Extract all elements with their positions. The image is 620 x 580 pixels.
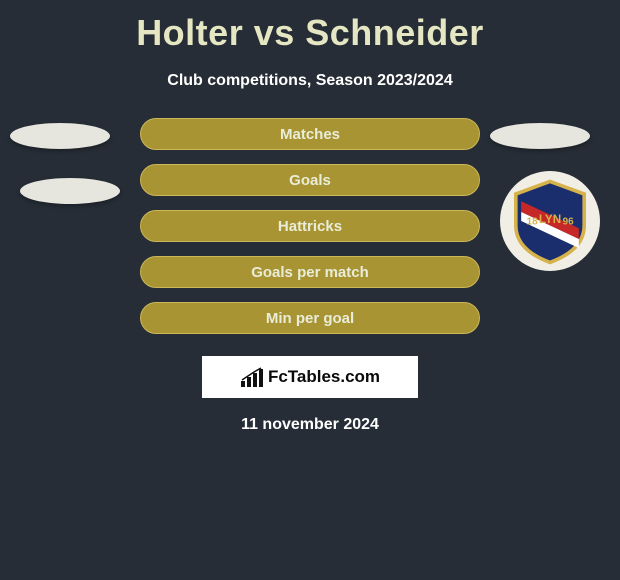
left-stat-ellipse-1 [10, 123, 110, 149]
stat-bar-hattricks: Hattricks [140, 210, 480, 242]
stat-bar-min-per-goal: Min per goal [140, 302, 480, 334]
stat-bar-label: Matches [280, 126, 340, 143]
subtitle: Club competitions, Season 2023/2024 [0, 72, 620, 90]
stat-bar-label: Goals [289, 172, 331, 189]
fctables-brand-text: FcTables.com [268, 367, 380, 387]
stat-bar-goals: Goals [140, 164, 480, 196]
left-stat-ellipse-2 [20, 178, 120, 204]
stat-bar-label: Goals per match [251, 264, 369, 281]
stat-bar-matches: Matches [140, 118, 480, 150]
club-badge-svg: 18 96 LYN [505, 176, 595, 266]
shield-right-text: 96 [563, 217, 574, 228]
right-stat-ellipse-1 [490, 123, 590, 149]
stat-bar-label: Min per goal [266, 310, 354, 327]
shield-center-text: LYN [539, 213, 561, 226]
club-badge: 18 96 LYN [500, 171, 600, 271]
page-title: Holter vs Schneider [0, 0, 620, 54]
fctables-logo-icon [240, 367, 264, 387]
stat-bar-label: Hattricks [278, 218, 342, 235]
stat-bar-goals-per-match: Goals per match [140, 256, 480, 288]
snapshot-date: 11 november 2024 [0, 416, 620, 434]
shield-left-text: 18 [527, 217, 538, 228]
fctables-watermark: FcTables.com [202, 356, 418, 398]
